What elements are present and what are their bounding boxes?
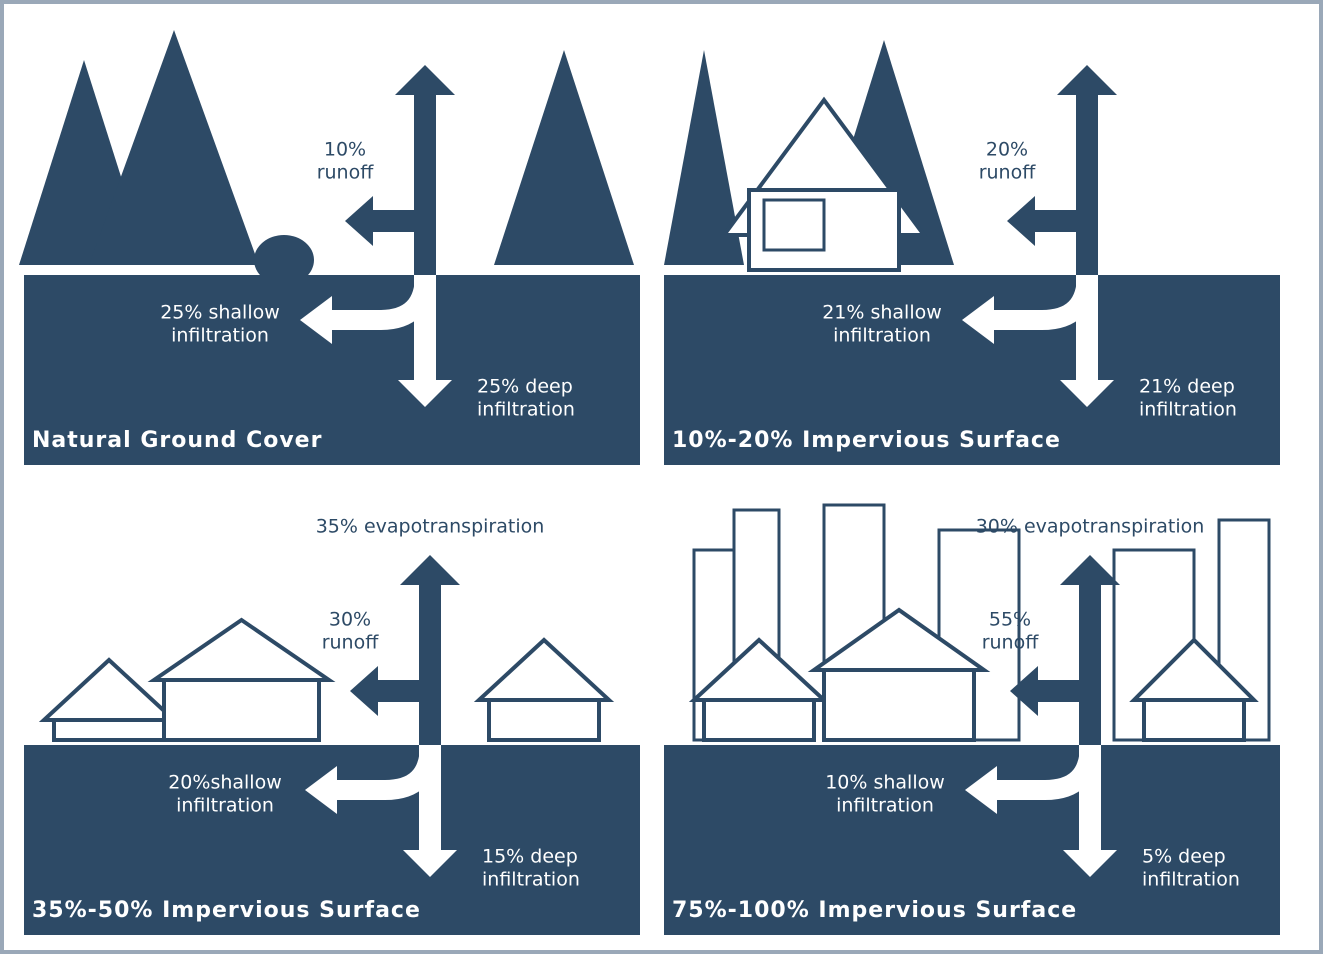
panel-title: Natural Ground Cover <box>32 428 322 453</box>
panel-title: 35%-50% Impervious Surface <box>32 898 421 923</box>
house <box>824 670 974 740</box>
label-line: 25% shallow <box>160 302 280 324</box>
label-line: runoff <box>982 632 1040 654</box>
label-line: infiltration <box>1142 869 1240 891</box>
label-line: infiltration <box>171 325 269 347</box>
label-line: infiltration <box>176 795 274 817</box>
label-line: 5% deep <box>1142 846 1226 868</box>
label-line: runoff <box>317 162 375 184</box>
label-line: runoff <box>322 632 380 654</box>
house <box>704 700 814 740</box>
house <box>1144 700 1244 740</box>
label-line: 20% <box>986 139 1028 161</box>
label-line: 25% deep <box>477 376 573 398</box>
label-line: infiltration <box>477 399 575 421</box>
label-line: infiltration <box>836 795 934 817</box>
label-line: 10% shallow <box>825 772 945 794</box>
label-line: infiltration <box>482 869 580 891</box>
label-line: 21% deep <box>1139 376 1235 398</box>
evapotranspiration-label: 35% evapotranspiration <box>316 516 545 538</box>
panel: 30% evapotranspiration 55%runoff 10% shall… <box>664 505 1280 935</box>
diagram: 10%runoff25% shallowinfiltration25% deep… <box>0 0 1323 954</box>
house <box>164 680 319 740</box>
panel-title: 10%-20% Impervious Surface <box>672 428 1061 453</box>
panel-title: 75%-100% Impervious Surface <box>672 898 1077 923</box>
label-line: infiltration <box>1139 399 1237 421</box>
label-line: 30% <box>329 609 371 631</box>
label-line: 55% <box>989 609 1031 631</box>
label-line: 10% <box>324 139 366 161</box>
label-line: runoff <box>979 162 1037 184</box>
house <box>54 720 164 740</box>
label-line: infiltration <box>833 325 931 347</box>
label-line: 21% shallow <box>822 302 942 324</box>
label-line: 20%shallow <box>168 772 282 794</box>
label-line: 15% deep <box>482 846 578 868</box>
house <box>489 700 599 740</box>
evapotranspiration-label: 30% evapotranspiration <box>976 516 1205 538</box>
